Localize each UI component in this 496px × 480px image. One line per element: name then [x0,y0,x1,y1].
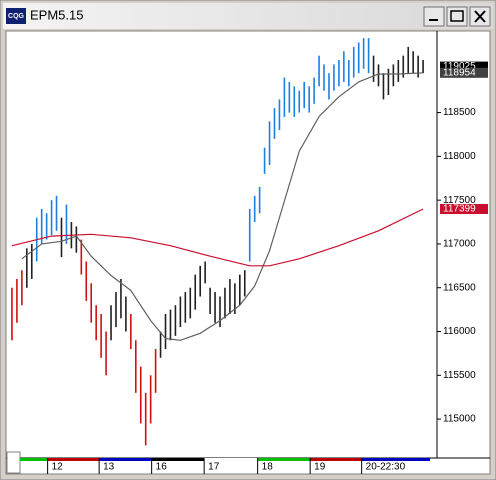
title-bar [3,3,493,29]
app-icon-text: CQG [8,13,25,20]
day-strip [151,458,205,461]
y-tick-label: 116000 [443,326,476,337]
x-tick-label: 19 [314,462,326,473]
x-tick-label: 13 [103,462,115,473]
app-icon [6,8,26,24]
price-label-box [440,203,488,214]
price-label: 117399 [443,204,476,215]
y-tick-label: 118000 [443,151,476,162]
chart-area [5,30,491,475]
day-strip [99,458,152,461]
y-tick-label: 115500 [443,370,476,381]
average-line [21,72,424,341]
plot: 115000 115500 116000 116500 117000 117500 1180… [11,38,488,474]
window-buttons [423,6,491,27]
y-tick-label: 117000 [443,239,476,250]
x-tick-label: 20-22:30 [366,462,406,473]
average-line [11,208,424,267]
price-label-box [440,61,488,72]
y-tick-label: 116500 [443,282,476,293]
y-tick-label: 115000 [443,414,476,425]
x-tick-label: 17 [208,462,220,473]
minimize-button[interactable] [423,6,445,27]
price-label-box [440,67,488,78]
day-strip [361,458,430,461]
y-tick-label: 118500 [443,107,476,118]
day-strip [204,458,258,461]
day-strip [20,458,48,461]
scroll-box[interactable] [6,451,21,474]
price-label: 119025 [443,61,476,72]
price-label: 118954 [443,67,476,78]
y-tick-label: 117500 [443,195,476,206]
x-tick-label: 16 [156,462,168,473]
close-icon [474,10,486,23]
x-tick-label: 12 [52,462,64,473]
maximize-icon [450,10,464,22]
day-strip [47,458,100,461]
day-strip [310,458,362,461]
x-tick-label: 18 [262,462,274,473]
day-strip [257,458,311,461]
window-title: EPM5.15 [30,7,83,22]
maximize-button[interactable] [446,6,468,27]
